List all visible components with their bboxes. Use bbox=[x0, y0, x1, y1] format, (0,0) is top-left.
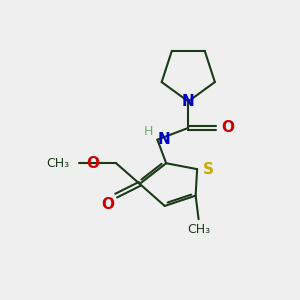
Text: N: N bbox=[182, 94, 195, 109]
Text: N: N bbox=[158, 132, 170, 147]
Text: O: O bbox=[221, 120, 235, 135]
Text: O: O bbox=[86, 156, 99, 171]
Text: CH₃: CH₃ bbox=[46, 157, 69, 170]
Text: CH₃: CH₃ bbox=[187, 223, 210, 236]
Text: H: H bbox=[144, 125, 153, 138]
Text: S: S bbox=[203, 162, 214, 177]
Text: O: O bbox=[102, 197, 115, 212]
